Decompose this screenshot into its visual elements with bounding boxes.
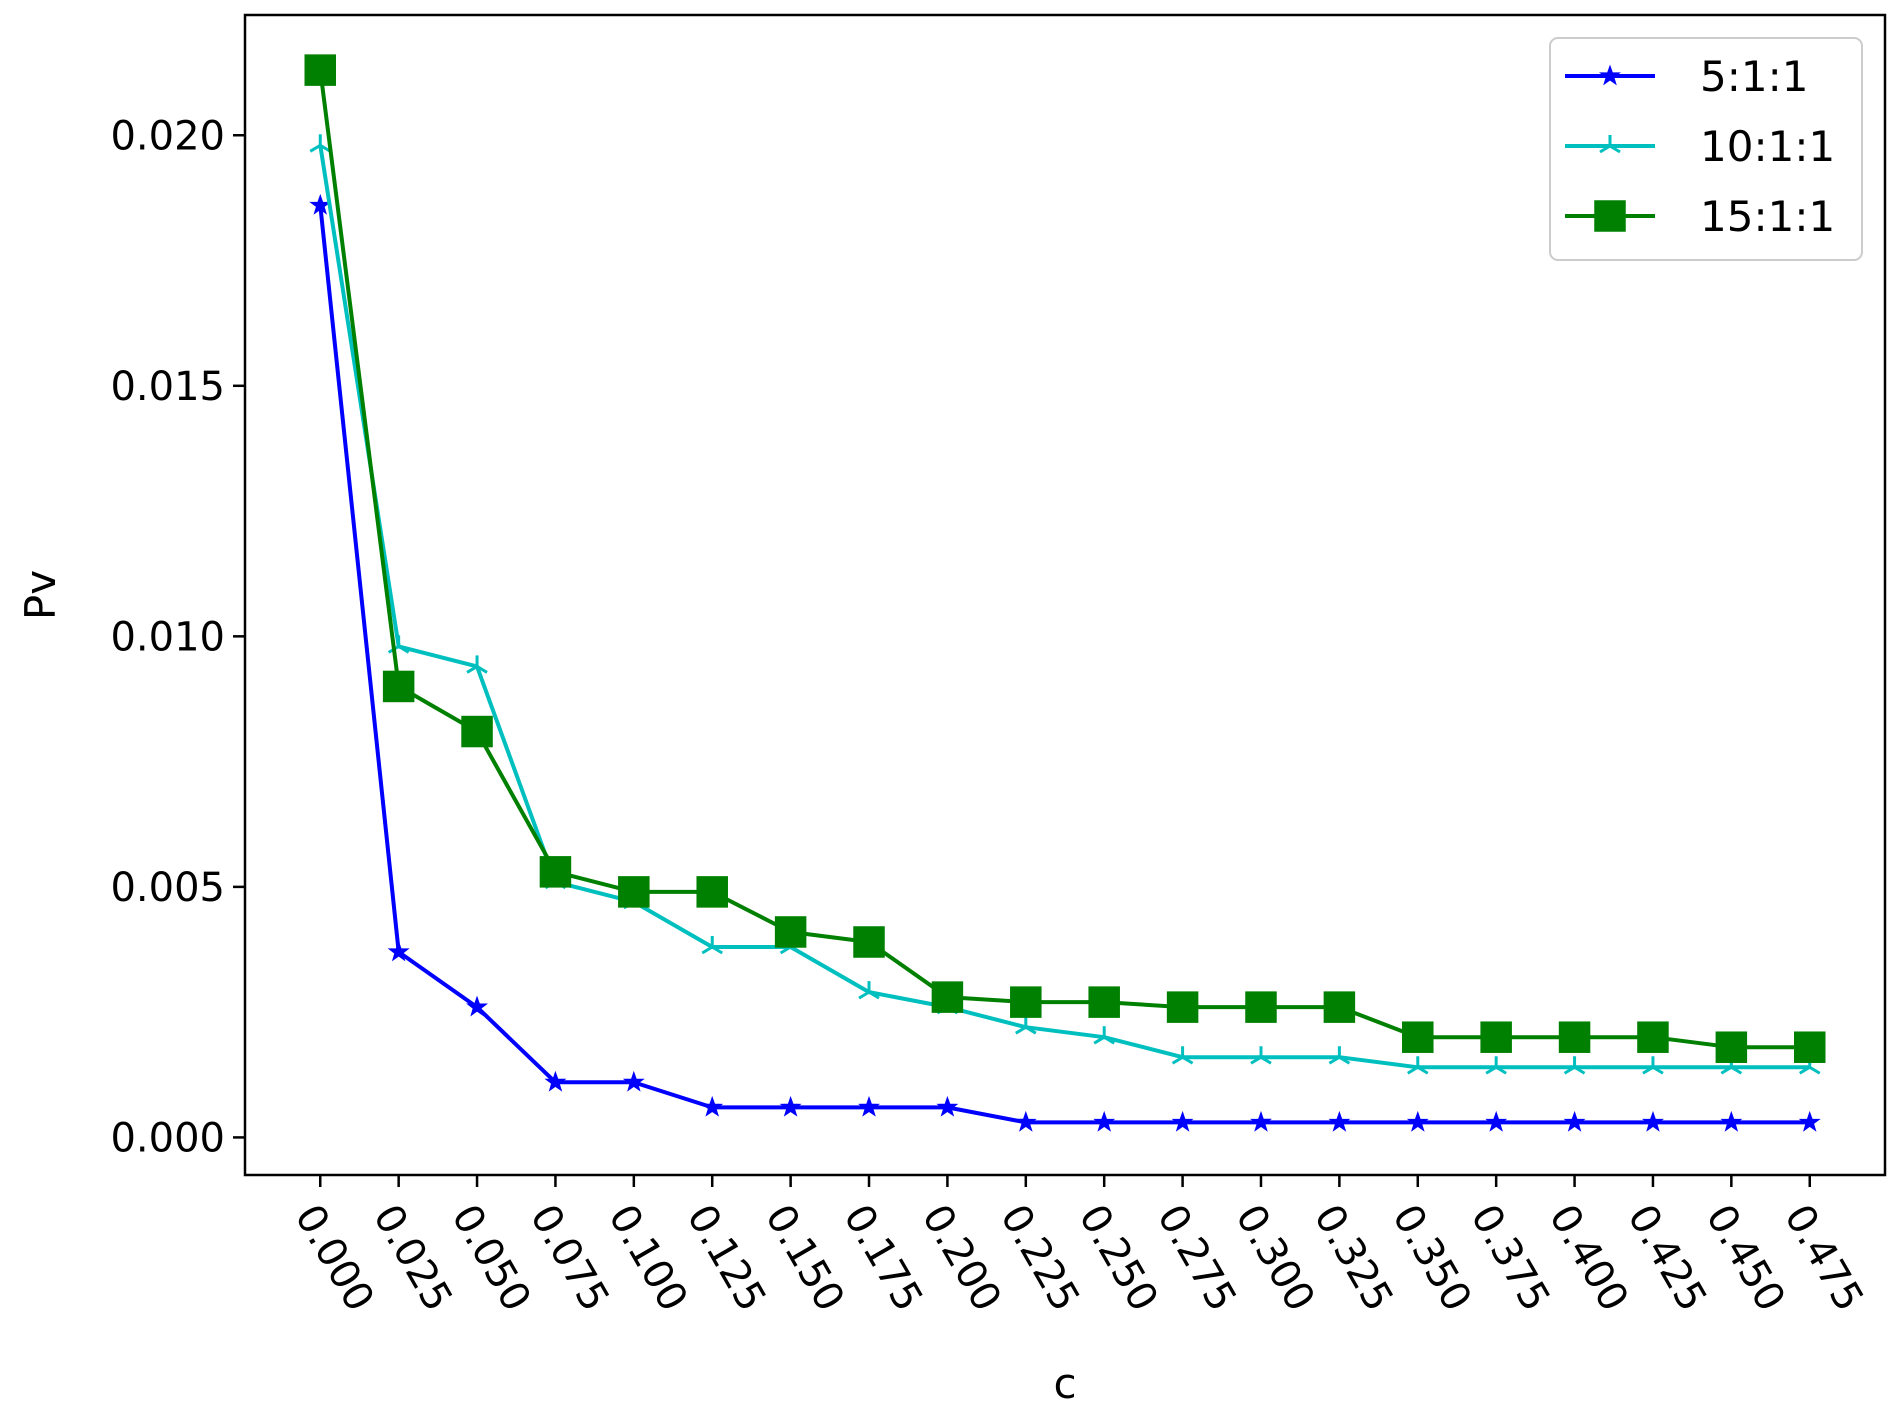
data-point bbox=[701, 936, 723, 955]
data-point bbox=[1798, 1110, 1821, 1132]
data-point bbox=[1406, 1110, 1429, 1132]
data-point bbox=[931, 981, 964, 1013]
data-point bbox=[1166, 991, 1199, 1023]
data-point bbox=[1245, 991, 1277, 1023]
data-point bbox=[1171, 1046, 1194, 1065]
data-point bbox=[466, 655, 488, 674]
data-point bbox=[1720, 1110, 1743, 1132]
data-point bbox=[1402, 1021, 1434, 1053]
x-tick-label: 0.050 bbox=[442, 1197, 539, 1319]
y-tick-label: 0.020 bbox=[110, 113, 225, 159]
x-tick-label: 0.325 bbox=[1305, 1197, 1402, 1319]
data-point bbox=[1642, 1056, 1664, 1075]
data-point bbox=[1599, 135, 1621, 154]
data-point bbox=[304, 54, 337, 86]
x-tick-label: 0.075 bbox=[521, 1197, 618, 1319]
data-point bbox=[382, 670, 415, 703]
x-tick-label: 0.225 bbox=[991, 1197, 1088, 1319]
data-point bbox=[1599, 64, 1621, 86]
series-0 bbox=[309, 193, 1821, 1132]
data-point bbox=[1088, 986, 1120, 1018]
data-point bbox=[696, 876, 728, 908]
x-tick-label: 0.475 bbox=[1775, 1197, 1872, 1319]
x-tick-label: 0.275 bbox=[1148, 1197, 1245, 1319]
data-point bbox=[1010, 986, 1042, 1018]
data-point bbox=[1328, 1110, 1351, 1132]
series-line bbox=[318, 205, 1810, 1125]
data-point bbox=[1793, 1031, 1826, 1063]
x-tick-label: 0.000 bbox=[286, 1197, 383, 1319]
y-tick-label: 0.005 bbox=[110, 865, 225, 911]
y-tick-label: 0.000 bbox=[110, 1115, 225, 1161]
data-point bbox=[779, 1095, 802, 1117]
x-tick-label: 0.425 bbox=[1618, 1197, 1715, 1319]
legend-label: 10:1:1 bbox=[1700, 122, 1835, 171]
data-point bbox=[701, 1095, 724, 1117]
data-point bbox=[1093, 1026, 1115, 1045]
x-tick-label: 0.300 bbox=[1226, 1197, 1323, 1319]
data-point bbox=[1015, 1016, 1037, 1035]
data-point bbox=[1407, 1056, 1429, 1075]
legend-label: 15:1:1 bbox=[1700, 192, 1835, 241]
y-axis: 0.000 0.005 0.010 0.015 0.020 bbox=[110, 113, 245, 1161]
data-point bbox=[1637, 1021, 1669, 1053]
data-point bbox=[1250, 1110, 1272, 1132]
data-point bbox=[461, 715, 493, 748]
legend-item: 15:1:1 bbox=[1565, 192, 1835, 241]
data-point bbox=[1328, 1046, 1351, 1065]
data-point bbox=[1171, 1110, 1194, 1132]
legend-box bbox=[1549, 37, 1863, 261]
x-tick-label: 0.375 bbox=[1462, 1197, 1559, 1319]
y-tick-label: 0.010 bbox=[110, 614, 225, 660]
data-point bbox=[853, 926, 885, 958]
data-point bbox=[1594, 200, 1626, 232]
data-point bbox=[1093, 1110, 1116, 1132]
data-point bbox=[387, 940, 410, 962]
data-point bbox=[544, 1070, 567, 1092]
data-point bbox=[1323, 991, 1356, 1023]
series-2 bbox=[304, 54, 1826, 1063]
series-line bbox=[318, 144, 1810, 1070]
data-point bbox=[1014, 1110, 1037, 1132]
series-layer bbox=[304, 54, 1826, 1132]
x-tick-label: 0.350 bbox=[1383, 1197, 1480, 1319]
x-tick-label: 0.200 bbox=[913, 1197, 1010, 1319]
data-point bbox=[539, 856, 572, 888]
x-axis-label: c bbox=[1053, 1359, 1076, 1406]
legend-item: 5:1:1 bbox=[1565, 52, 1808, 101]
x-tick-label: 0.025 bbox=[364, 1197, 461, 1319]
data-point bbox=[858, 1095, 880, 1117]
y-tick-label: 0.015 bbox=[110, 364, 225, 410]
data-point bbox=[1250, 1046, 1272, 1065]
data-point bbox=[1558, 1021, 1591, 1053]
x-tick-label: 0.450 bbox=[1697, 1197, 1794, 1319]
x-tick-label: 0.250 bbox=[1070, 1197, 1167, 1319]
x-tick-label: 0.400 bbox=[1540, 1197, 1637, 1319]
data-point bbox=[1485, 1110, 1508, 1132]
y-axis-label: Pv bbox=[16, 570, 65, 620]
x-tick-label: 0.125 bbox=[678, 1197, 775, 1319]
data-point bbox=[1715, 1031, 1748, 1063]
data-point bbox=[466, 995, 489, 1017]
data-point bbox=[1480, 1021, 1512, 1053]
data-point bbox=[618, 876, 650, 908]
data-point bbox=[1641, 1110, 1664, 1132]
legend-item: 10:1:1 bbox=[1565, 122, 1835, 171]
x-tick-label: 0.175 bbox=[834, 1197, 931, 1319]
data-point bbox=[858, 981, 880, 1000]
data-point bbox=[1563, 1056, 1586, 1075]
legend-label: 5:1:1 bbox=[1700, 52, 1808, 101]
x-tick-label: 0.150 bbox=[756, 1197, 853, 1319]
legend: 5:1:1 10:1:1 15:1:1 bbox=[1549, 37, 1863, 261]
x-tick-label: 0.100 bbox=[599, 1197, 696, 1319]
data-point bbox=[936, 1095, 959, 1117]
data-point bbox=[622, 1070, 645, 1092]
x-axis: 0.0000.0250.0500.0750.1000.1250.1500.175… bbox=[286, 1175, 1872, 1319]
series-1 bbox=[309, 134, 1821, 1075]
data-point bbox=[1563, 1110, 1586, 1132]
plot-frame bbox=[243, 13, 1887, 1177]
data-point bbox=[1485, 1056, 1507, 1075]
data-point bbox=[774, 916, 807, 948]
